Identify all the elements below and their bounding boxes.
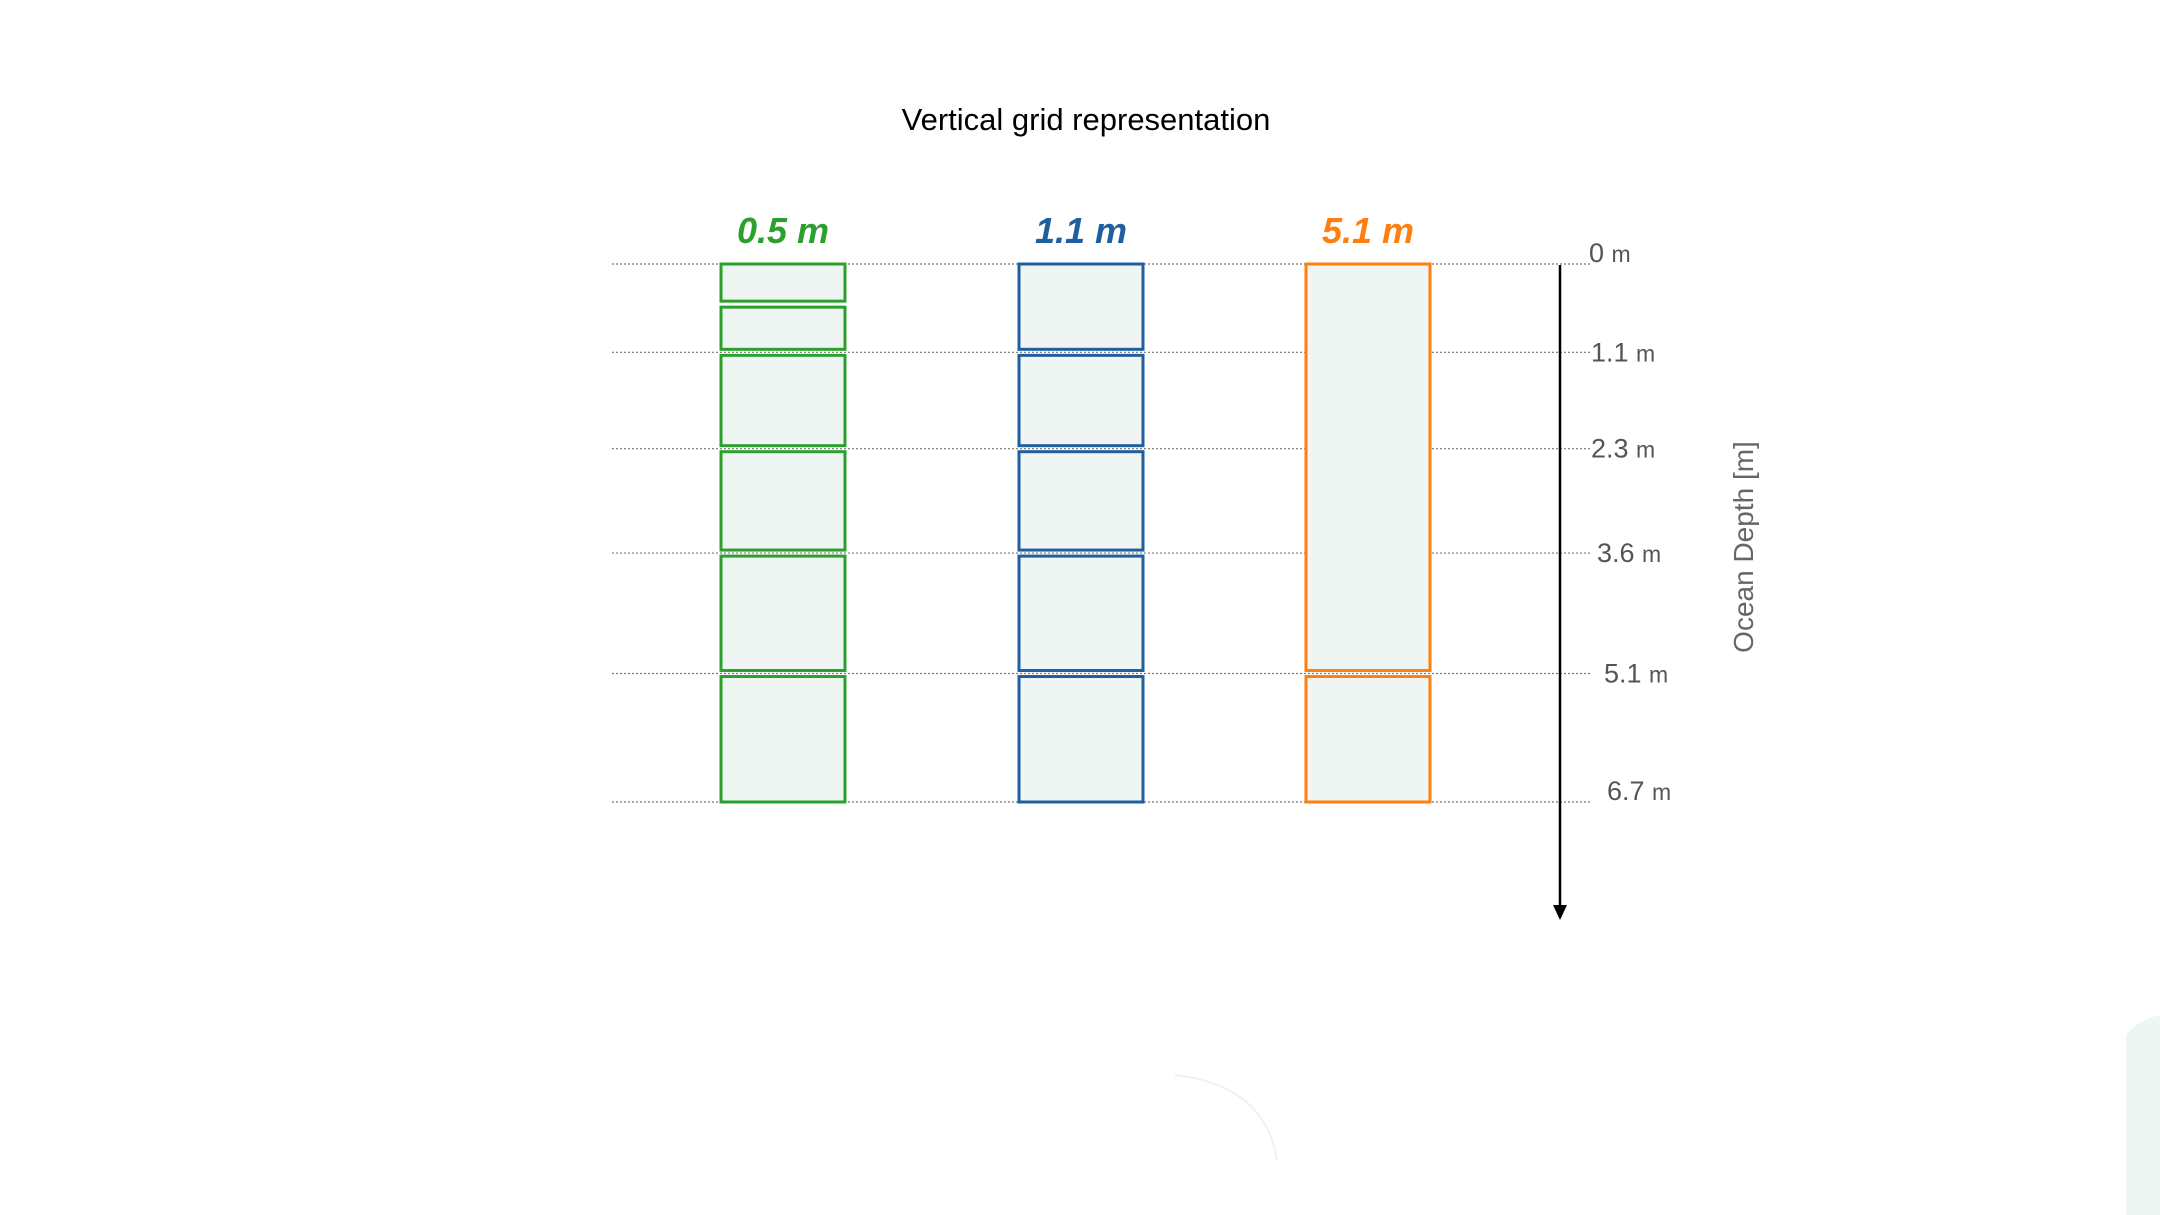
decorative-corner-shape <box>2126 1015 2160 1215</box>
grid-cell <box>719 450 847 552</box>
grid-cell <box>1304 675 1432 804</box>
grid-cell <box>1017 554 1145 673</box>
depth-tick-label: 5.1 m <box>1604 659 1668 689</box>
depth-tick-labels: 0 m 1.1 m 2.3 m 3.6 m 5.1 m 6.7 m <box>1589 238 1671 806</box>
grid-cell <box>719 675 847 804</box>
decorative-arc <box>1174 1074 1278 1161</box>
diagram-title: Vertical grid representation <box>902 102 1271 137</box>
grid-cell <box>719 554 847 673</box>
grid-cell <box>1017 353 1145 448</box>
ocean-depth-axis-label: Ocean Depth [m] <box>1728 441 1759 653</box>
grid-cell <box>719 305 847 351</box>
grid-cell <box>719 353 847 448</box>
grid-cell <box>719 262 847 303</box>
depth-tick-label: 2.3 m <box>1591 434 1655 464</box>
depth-axis-arrowhead <box>1553 905 1567 920</box>
depth-axis <box>1553 265 1567 920</box>
grid-columns: 0.5 m 1.1 m 5.1 m <box>719 210 1432 804</box>
grid-cell <box>1017 450 1145 552</box>
depth-tick-label: 0 m <box>1589 238 1631 268</box>
column-resolution-label: 0.5 m <box>737 210 829 251</box>
depth-tick-label: 6.7 m <box>1607 776 1671 806</box>
depth-tick-label: 3.6 m <box>1597 538 1661 568</box>
column-resolution-label: 5.1 m <box>1322 210 1414 251</box>
column-resolution-label: 1.1 m <box>1035 210 1127 251</box>
grid-cell <box>1304 262 1432 673</box>
grid-cell <box>1017 262 1145 351</box>
grid-cell <box>1017 675 1145 804</box>
grid-column: 5.1 m <box>1304 210 1432 804</box>
grid-column: 0.5 m <box>719 210 847 804</box>
depth-tick-label: 1.1 m <box>1591 337 1655 367</box>
grid-column: 1.1 m <box>1017 210 1145 804</box>
